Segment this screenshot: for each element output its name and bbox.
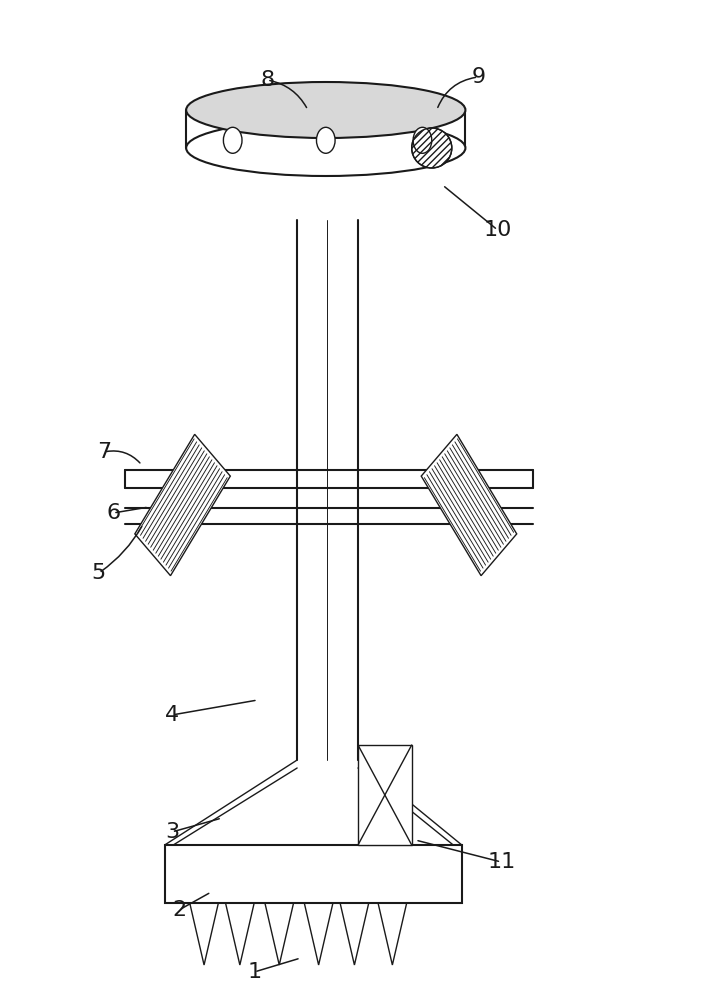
Text: 11: 11 (487, 852, 516, 872)
Polygon shape (304, 903, 333, 965)
Polygon shape (340, 903, 369, 965)
Text: 1: 1 (247, 962, 261, 982)
Text: 7: 7 (97, 442, 111, 462)
Text: 6: 6 (106, 503, 120, 523)
Text: 4: 4 (165, 705, 179, 725)
Polygon shape (135, 434, 231, 576)
Ellipse shape (412, 128, 452, 168)
Text: 10: 10 (483, 220, 512, 240)
Circle shape (413, 127, 432, 153)
Text: 8: 8 (260, 70, 274, 90)
Ellipse shape (186, 120, 465, 176)
Bar (165, 845, 462, 903)
Bar (358, 745, 412, 845)
Text: 9: 9 (471, 67, 485, 87)
Polygon shape (265, 903, 294, 965)
Polygon shape (190, 903, 218, 965)
Circle shape (223, 127, 242, 153)
Text: 5: 5 (92, 563, 106, 583)
Text: 3: 3 (165, 822, 179, 842)
Polygon shape (421, 434, 517, 576)
Text: 2: 2 (172, 900, 186, 920)
Ellipse shape (186, 82, 465, 138)
Polygon shape (378, 903, 407, 965)
Polygon shape (226, 903, 254, 965)
Circle shape (316, 127, 335, 153)
